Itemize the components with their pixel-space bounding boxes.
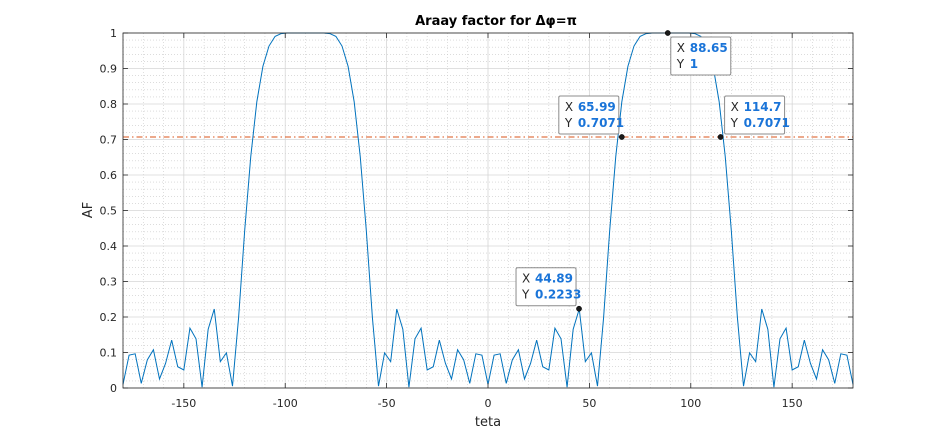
y-tick-label: 1	[110, 27, 117, 40]
x-tick-label: 150	[782, 397, 803, 410]
datatip-x-label: X	[731, 100, 739, 114]
x-axis-label: teta	[475, 415, 501, 430]
datatip-marker	[576, 305, 582, 312]
y-tick-label: 0.8	[100, 98, 118, 111]
y-tick-label: 0.9	[100, 63, 118, 76]
datatip-y-value: 0.2233	[535, 288, 581, 302]
y-tick-label: 0.7	[100, 134, 118, 147]
datatip-marker	[717, 134, 724, 140]
datatip-x-label: X	[677, 41, 685, 55]
datatip[interactable]: X 44.89 Y 0.2233	[515, 267, 582, 312]
datatip-marker	[618, 134, 625, 140]
y-tick-label: 0.3	[100, 276, 118, 289]
datatip-x-label: X	[522, 272, 530, 286]
y-tick-label: 0.1	[100, 347, 118, 360]
datatip-x-value: 114.7	[744, 100, 782, 114]
datatip-x-value: 44.89	[535, 272, 573, 286]
y-axis-label: AF	[81, 202, 96, 218]
x-tick-label: -50	[378, 397, 396, 410]
datatip[interactable]: X 65.99 Y 0.7071	[558, 95, 625, 140]
datatip-x-label: X	[565, 100, 573, 114]
x-tick-label: 0	[485, 397, 492, 410]
datatip-y-value: 1	[690, 57, 698, 71]
datatip-box	[515, 267, 577, 307]
y-tick-label: 0.6	[100, 169, 118, 182]
datatip-box	[724, 95, 786, 135]
y-tick-label: 0.2	[100, 311, 118, 324]
datatip-box	[670, 36, 732, 76]
datatip-y-label: Y	[521, 288, 530, 302]
datatip-x-value: 88.65	[690, 41, 728, 55]
chart-title: Araay factor for Δφ=π	[415, 14, 577, 29]
x-tick-label: -100	[273, 397, 298, 410]
datatip[interactable]: X 114.7 Y 0.7071	[717, 95, 790, 140]
y-tick-label: 0	[110, 382, 117, 395]
datatip-y-value: 0.7071	[578, 116, 624, 130]
x-tick-label: -150	[171, 397, 196, 410]
datatip-box	[558, 95, 620, 135]
datatip-x-value: 65.99	[578, 100, 616, 114]
datatip-y-label: Y	[676, 57, 685, 71]
y-tick-label: 0.5	[100, 205, 118, 218]
datatip-y-value: 0.7071	[744, 116, 790, 130]
x-tick-label: 100	[680, 397, 701, 410]
x-axis-ticks: -150 -100 -50 0 50 100 150	[171, 33, 803, 410]
y-axis-ticks: 0 0.1 0.2 0.3 0.4 0.5 0.6 0.7 0.8 0.9 1	[100, 27, 853, 395]
datatip[interactable]: X 88.65 Y 1	[664, 30, 732, 76]
datatip-y-label: Y	[730, 116, 739, 130]
datatip-marker	[664, 30, 671, 36]
datatip-y-label: Y	[564, 116, 573, 130]
x-tick-label: 50	[582, 397, 596, 410]
y-tick-label: 0.4	[100, 240, 118, 253]
